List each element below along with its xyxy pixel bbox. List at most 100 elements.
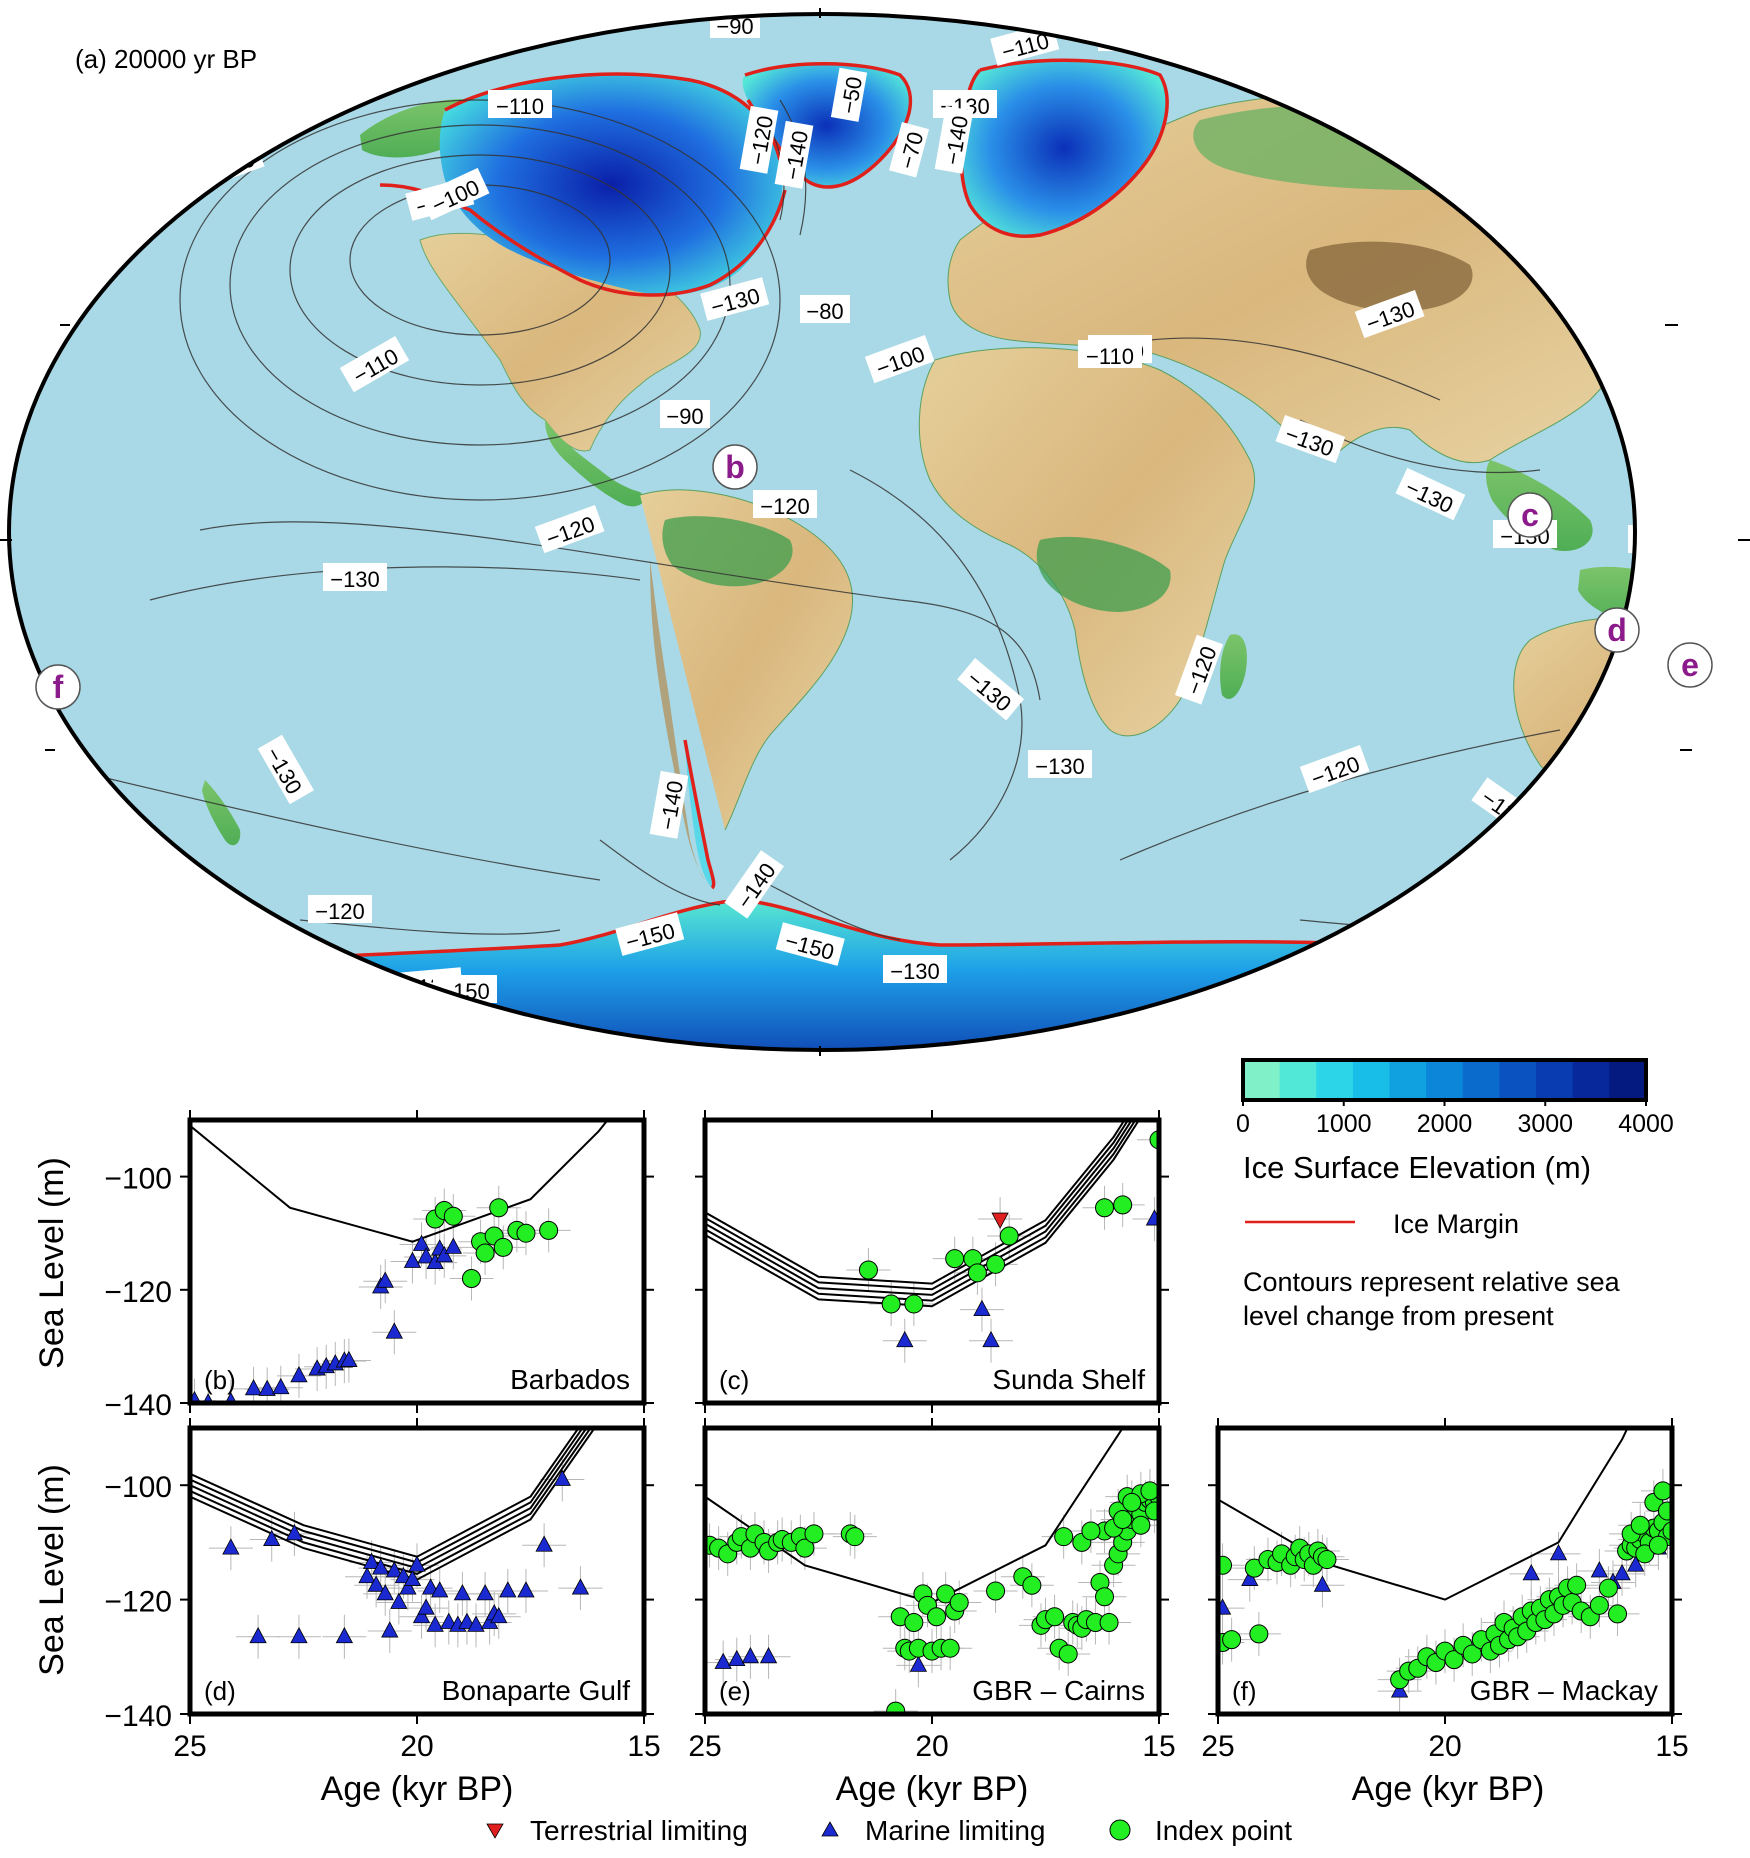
index-point bbox=[1653, 1481, 1672, 1501]
y-tick-label: −140 bbox=[104, 1389, 172, 1422]
marine-limiting-point bbox=[372, 1558, 390, 1575]
marine-limiting-point bbox=[285, 1523, 304, 1541]
index-point bbox=[1630, 1515, 1650, 1535]
ice-greenland bbox=[742, 63, 911, 187]
panel-b: (b) Barbados −100 −120 −140 bbox=[104, 1110, 654, 1422]
index-point bbox=[475, 1243, 495, 1263]
marine-limiting-point bbox=[476, 1584, 494, 1601]
svg-text:b: b bbox=[725, 449, 745, 485]
index-point bbox=[1222, 1630, 1242, 1650]
index-point bbox=[461, 1268, 481, 1288]
marine-limiting-point bbox=[362, 1552, 381, 1569]
svg-text:−130: −130 bbox=[1490, 924, 1540, 949]
index-point bbox=[845, 1527, 865, 1547]
legend-item-triangle-down: Terrestrial limiting bbox=[486, 1815, 748, 1846]
contour-note-line-2: level change from present bbox=[1243, 1301, 1554, 1331]
map-frame bbox=[7, 12, 1637, 1052]
index-point bbox=[1131, 1515, 1151, 1535]
panel-c: (c) Sunda Shelf bbox=[695, 1110, 1169, 1413]
marine-limiting-point bbox=[1549, 1543, 1568, 1561]
colorbar-tick-label: 1000 bbox=[1316, 1110, 1372, 1138]
index-point bbox=[1589, 1595, 1609, 1615]
marine-limiting-point bbox=[403, 1569, 422, 1586]
land-congo-forest bbox=[1036, 536, 1171, 612]
svg-text:−110: −110 bbox=[496, 94, 544, 119]
land-new-zealand bbox=[202, 780, 241, 846]
marine-limiting-point bbox=[759, 1646, 778, 1664]
colorbar-label: Ice Surface Elevation (m) bbox=[1243, 1150, 1591, 1185]
contour-label: −120 bbox=[1628, 525, 1635, 553]
index-point bbox=[1095, 1587, 1115, 1607]
index-point bbox=[539, 1220, 559, 1240]
contour-label: −70 bbox=[374, 31, 415, 88]
index-point bbox=[936, 1584, 956, 1604]
contour-label: −100 bbox=[1168, 25, 1232, 54]
model-curve bbox=[705, 1120, 1141, 1308]
marine-limiting-point bbox=[909, 1655, 928, 1672]
contour-label: −130 bbox=[883, 955, 947, 984]
x-tick-label: 15 bbox=[1655, 1730, 1688, 1763]
index-point bbox=[1218, 1555, 1233, 1575]
colorbar-swatch bbox=[1316, 1060, 1354, 1100]
marine-limiting-point bbox=[435, 1245, 453, 1263]
index-point bbox=[986, 1581, 1006, 1601]
index-point bbox=[1113, 1510, 1133, 1530]
index-point bbox=[881, 1294, 901, 1314]
legend-label: Index point bbox=[1155, 1815, 1292, 1846]
marine-limiting-point bbox=[335, 1626, 354, 1644]
contour-label: −120 bbox=[739, 105, 779, 174]
index-point bbox=[986, 1254, 1006, 1274]
marine-limiting-point bbox=[258, 1379, 276, 1396]
marine-limiting-point bbox=[222, 1538, 240, 1555]
legend-label: Marine limiting bbox=[865, 1815, 1046, 1846]
colorbar-tick-label: 4000 bbox=[1618, 1110, 1674, 1138]
index-point bbox=[949, 1592, 969, 1612]
colorbar-swatch bbox=[1426, 1060, 1464, 1100]
marine-limiting-point bbox=[741, 1646, 760, 1664]
panel-site-label: Barbados bbox=[510, 1364, 630, 1395]
marine-limiting-point bbox=[728, 1649, 746, 1667]
sea-level-panels: (b) Barbados −100 −120 −140 (c) Sunda Shelf (d)… bbox=[104, 1110, 1689, 1763]
model-curve bbox=[190, 1428, 592, 1575]
index-point bbox=[795, 1538, 815, 1558]
index-point bbox=[1095, 1198, 1115, 1218]
svg-text:e: e bbox=[1681, 647, 1699, 683]
model-curve bbox=[705, 1120, 1130, 1291]
contour-label: −120 bbox=[308, 895, 372, 924]
ylabel-bottom: Sea Level (m) bbox=[33, 1464, 71, 1676]
x-tick-label: 25 bbox=[688, 1730, 721, 1763]
model-curve bbox=[705, 1120, 1126, 1285]
marine-limiting-point bbox=[272, 1377, 290, 1395]
site-marker-e: e bbox=[1667, 642, 1713, 688]
map-frame-ticks bbox=[0, 8, 1750, 1056]
marine-limiting-point bbox=[1627, 1555, 1645, 1572]
svg-text:c: c bbox=[1521, 497, 1539, 533]
marine-limiting-point bbox=[1241, 1569, 1259, 1586]
svg-text:f: f bbox=[53, 669, 64, 705]
marine-limiting-point bbox=[431, 1581, 449, 1598]
contour-label: −110 bbox=[1078, 340, 1142, 369]
ice-eurasian bbox=[961, 60, 1168, 237]
terrestrial-limiting-point bbox=[991, 1212, 1009, 1229]
x-tick-label: 20 bbox=[400, 1730, 433, 1763]
contour-note-line-1: Contours represent relative sea bbox=[1243, 1267, 1621, 1297]
legend-label: Terrestrial limiting bbox=[530, 1815, 748, 1846]
index-point bbox=[1598, 1578, 1618, 1598]
colorbar-tick-label: 0 bbox=[1236, 1110, 1250, 1138]
svg-text:−120: −120 bbox=[760, 494, 810, 519]
colorbar-swatch bbox=[1279, 1060, 1317, 1100]
marine-limiting-point bbox=[225, 1392, 237, 1403]
index-point bbox=[1081, 1521, 1101, 1541]
contour-label: −110 bbox=[488, 90, 552, 119]
marine-limiting-point bbox=[1313, 1575, 1332, 1592]
index-point bbox=[904, 1294, 924, 1314]
colorbar-swatch bbox=[1609, 1060, 1647, 1100]
marine-limiting-point bbox=[381, 1621, 399, 1638]
marine-limiting-point bbox=[1613, 1564, 1631, 1581]
site-markers: b c d e f bbox=[35, 444, 1713, 710]
marine-limiting-point bbox=[535, 1535, 553, 1552]
marine-limiting-point bbox=[553, 1469, 571, 1486]
marine-limiting-point bbox=[340, 1350, 358, 1367]
